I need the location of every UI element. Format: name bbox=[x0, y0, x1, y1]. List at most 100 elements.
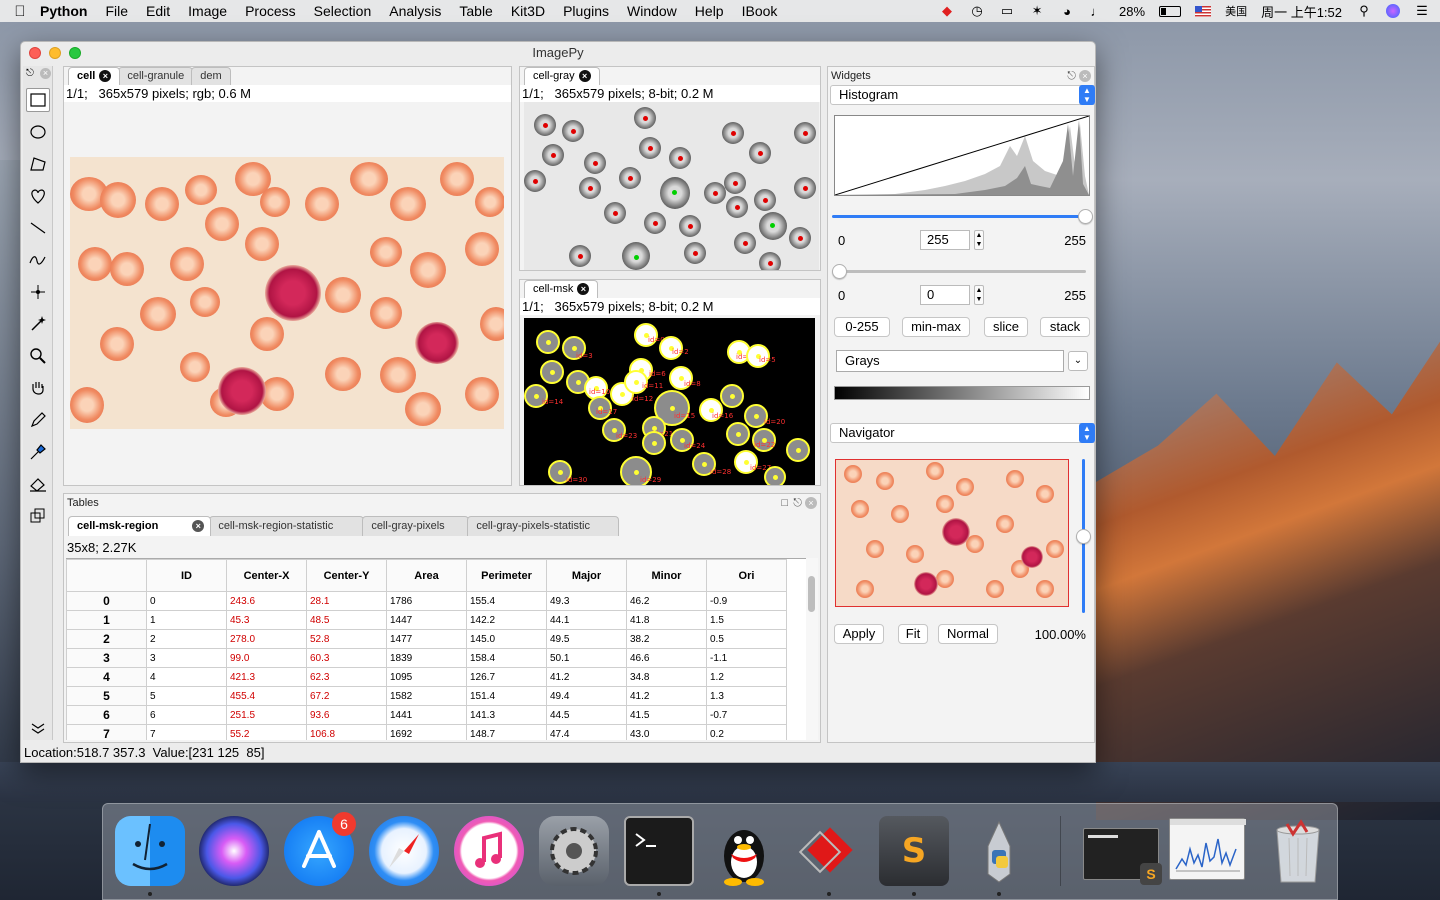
table-row[interactable]: 7 7 55.2 106.8 1692 148.7 47.4 43.0 0.2 bbox=[66, 724, 787, 740]
row-header[interactable]: 0 bbox=[66, 591, 147, 611]
normal-button[interactable]: Normal bbox=[938, 624, 998, 644]
table-cell[interactable]: 52.8 bbox=[306, 629, 387, 649]
cell-gray-image-canvas[interactable] bbox=[524, 102, 819, 270]
app-store-icon[interactable]: 6 bbox=[284, 812, 356, 886]
table-row[interactable]: 3 3 99.0 60.3 1839 158.4 50.1 46.6 -1.1 bbox=[66, 648, 787, 668]
table-cell[interactable]: 0.5 bbox=[706, 629, 787, 649]
table-cell[interactable]: 158.4 bbox=[466, 648, 547, 668]
column-header[interactable]: Ori bbox=[706, 559, 787, 592]
color-picker-tool-icon[interactable] bbox=[26, 440, 50, 464]
expand-more-icon[interactable] bbox=[26, 716, 50, 740]
table-cell[interactable]: 421.3 bbox=[226, 667, 307, 687]
table-row[interactable]: 0 0 243.6 28.1 1786 155.4 49.3 46.2 -0.9 bbox=[66, 591, 787, 611]
menu-edit[interactable]: Edit bbox=[146, 3, 171, 19]
volume-icon[interactable]: ♩ bbox=[1090, 3, 1104, 19]
table-cell[interactable]: 45.3 bbox=[226, 610, 307, 630]
row-header[interactable]: 3 bbox=[66, 648, 147, 668]
freehand-tool-icon[interactable] bbox=[26, 184, 50, 208]
close-icon[interactable]: × bbox=[1079, 70, 1091, 82]
sublime-text-icon[interactable]: S bbox=[879, 816, 949, 886]
high-value-stepper-icon[interactable]: ▲ ▼ bbox=[974, 230, 984, 250]
table-cell[interactable]: 126.7 bbox=[466, 667, 547, 687]
table-cell[interactable]: 49.4 bbox=[546, 686, 627, 706]
navigator-widget-select[interactable]: Navigator ▲ ▼ bbox=[830, 423, 1096, 443]
table-row[interactable]: 6 6 251.5 93.6 1441 141.3 44.5 41.5 -0.7 bbox=[66, 705, 787, 725]
python-launcher-icon[interactable] bbox=[964, 816, 1034, 886]
cell-image-canvas[interactable] bbox=[70, 157, 504, 429]
siri-status-icon[interactable] bbox=[1386, 4, 1400, 18]
pin-icon[interactable]: ⎋ bbox=[26, 68, 34, 79]
itunes-icon[interactable] bbox=[454, 816, 524, 886]
high-value-field[interactable]: 255 bbox=[920, 230, 970, 250]
tab-cell-gray[interactable]: cell-gray × bbox=[524, 67, 600, 85]
minimize-window-button[interactable] bbox=[49, 47, 61, 59]
table-cell[interactable]: 49.5 bbox=[546, 629, 627, 649]
menu-image[interactable]: Image bbox=[188, 3, 228, 19]
siri-icon[interactable] bbox=[199, 816, 269, 886]
close-icon[interactable]: × bbox=[805, 497, 817, 509]
parallels-icon[interactable] bbox=[794, 816, 864, 886]
table-cell[interactable]: 1441 bbox=[386, 705, 467, 725]
table-cell[interactable]: -0.9 bbox=[706, 591, 787, 611]
table-cell[interactable]: 148.7 bbox=[466, 724, 547, 740]
slice-button[interactable]: slice bbox=[984, 317, 1028, 337]
notification-center-icon[interactable]: ☰ bbox=[1416, 3, 1428, 18]
table-cell[interactable]: 1 bbox=[146, 610, 227, 630]
table-cell[interactable]: 60.3 bbox=[306, 648, 387, 668]
battery-percent[interactable]: 28% bbox=[1119, 3, 1146, 19]
pin-icon[interactable]: ⎋ bbox=[793, 497, 802, 509]
menu-plugins[interactable]: Plugins bbox=[563, 3, 609, 19]
data-table[interactable]: ID Center-X Center-Y Area Perimeter Majo… bbox=[66, 558, 818, 740]
table-cell[interactable]: 41.2 bbox=[626, 686, 707, 706]
stack-button[interactable]: stack bbox=[1040, 317, 1090, 337]
column-header[interactable]: Center-Y bbox=[306, 559, 387, 592]
row-header[interactable]: 2 bbox=[66, 629, 147, 649]
table-cell[interactable]: 1477 bbox=[386, 629, 467, 649]
qq-icon[interactable] bbox=[709, 816, 779, 886]
table-cell[interactable]: 93.6 bbox=[306, 705, 387, 725]
wifi-icon[interactable]: ◕ bbox=[1063, 3, 1071, 19]
tab-cell-msk[interactable]: cell-msk × bbox=[524, 280, 599, 298]
restore-panel-icon[interactable]: □ bbox=[781, 497, 788, 509]
hand-tool-icon[interactable] bbox=[26, 376, 50, 400]
column-header[interactable]: Center-X bbox=[226, 559, 307, 592]
clock[interactable]: 周一 上午1:52 bbox=[1261, 4, 1342, 20]
close-tab-icon[interactable]: × bbox=[192, 520, 205, 533]
table-scrollbar[interactable] bbox=[806, 558, 818, 740]
table-cell[interactable]: -1.1 bbox=[706, 648, 787, 668]
terminal-icon[interactable] bbox=[624, 816, 694, 886]
duplicate-tool-icon[interactable] bbox=[26, 504, 50, 528]
ellipse-tool-icon[interactable] bbox=[26, 120, 50, 144]
table-cell[interactable]: 67.2 bbox=[306, 686, 387, 706]
row-header[interactable]: 5 bbox=[66, 686, 147, 706]
row-header[interactable]: 6 bbox=[66, 705, 147, 725]
polygon-tool-icon[interactable] bbox=[26, 152, 50, 176]
table-cell[interactable]: 38.2 bbox=[626, 629, 707, 649]
tab-cell-msk-region[interactable]: cell-msk-region × bbox=[68, 516, 212, 536]
rectangle-tool-icon[interactable] bbox=[26, 88, 50, 112]
zoom-slider-knob[interactable] bbox=[1076, 529, 1091, 544]
menu-table[interactable]: Table bbox=[459, 3, 493, 19]
table-cell[interactable]: 47.4 bbox=[546, 724, 627, 740]
table-row[interactable]: 5 5 455.4 67.2 1582 151.4 49.4 41.2 1.3 bbox=[66, 686, 787, 706]
table-cell[interactable]: 4 bbox=[146, 667, 227, 687]
table-cell[interactable]: 0.2 bbox=[706, 724, 787, 740]
figure-window-thumbnail[interactable] bbox=[1169, 818, 1246, 880]
table-cell[interactable]: 2 bbox=[146, 629, 227, 649]
table-cell[interactable]: 46.6 bbox=[626, 648, 707, 668]
table-row[interactable]: 4 4 421.3 62.3 1095 126.7 41.2 34.8 1.2 bbox=[66, 667, 787, 687]
table-cell[interactable]: 48.5 bbox=[306, 610, 387, 630]
table-cell[interactable]: 41.5 bbox=[626, 705, 707, 725]
airplay-icon[interactable]: ▭ bbox=[1000, 3, 1014, 18]
pencil-tool-icon[interactable] bbox=[26, 408, 50, 432]
finder-icon[interactable] bbox=[115, 816, 185, 886]
histogram-widget-select[interactable]: Histogram ▲ ▼ bbox=[830, 85, 1096, 105]
row-header[interactable]: 1 bbox=[66, 610, 147, 630]
table-cell[interactable]: 55.2 bbox=[226, 724, 307, 740]
table-cell[interactable]: 44.5 bbox=[546, 705, 627, 725]
table-cell[interactable]: 6 bbox=[146, 705, 227, 725]
row-header[interactable]: 7 bbox=[66, 724, 147, 740]
menu-ibook[interactable]: IBook bbox=[741, 3, 778, 19]
navigator-thumbnail[interactable] bbox=[835, 459, 1069, 607]
line-tool-icon[interactable] bbox=[26, 216, 50, 240]
